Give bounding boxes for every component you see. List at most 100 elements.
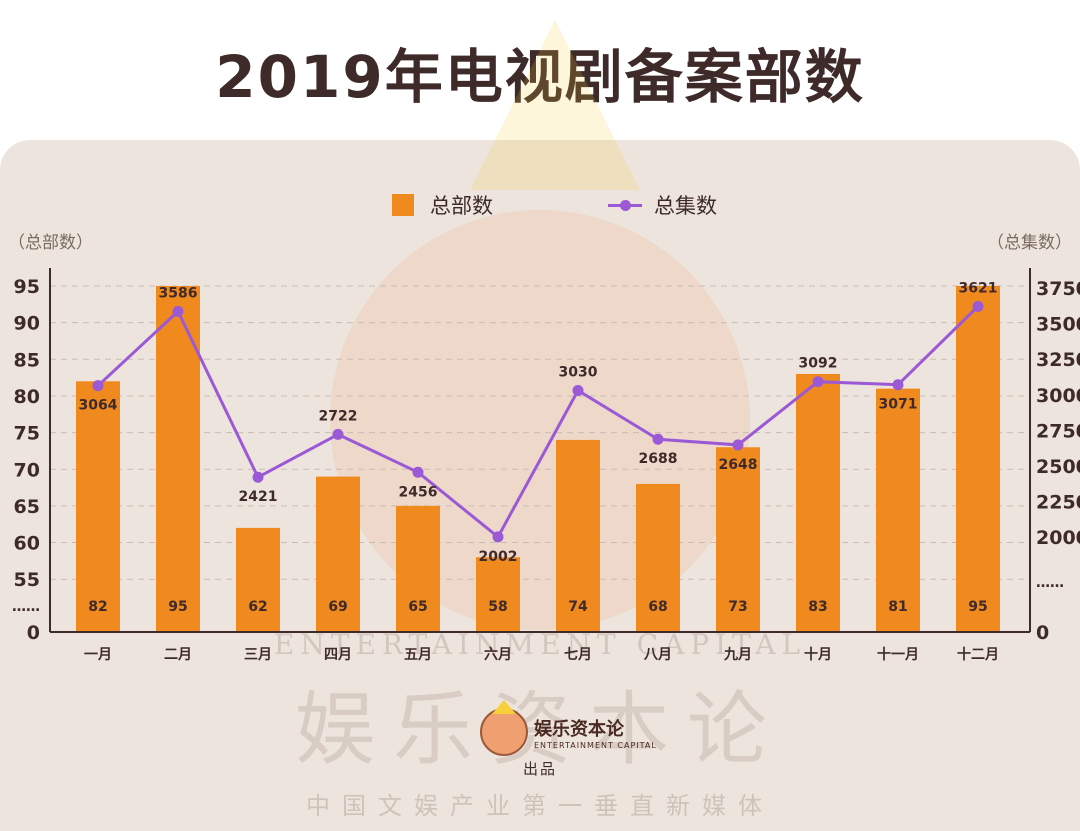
x-tick-label: 十一月	[877, 646, 919, 663]
x-tick-label: 二月	[164, 647, 192, 663]
line-point	[172, 305, 184, 317]
bar	[716, 447, 760, 632]
brand-name: 娱乐资本论	[534, 718, 624, 740]
left-tick-label: 70	[14, 459, 40, 481]
legend-item-bars: 总部数	[392, 190, 493, 220]
slogan-watermark: 中国文娱产业第一垂直新媒体	[306, 792, 774, 820]
legend-bar-swatch	[392, 194, 414, 216]
bar-value-label: 95	[968, 599, 987, 615]
line-value-label: 2002	[479, 549, 518, 565]
bar-value-label: 81	[888, 599, 907, 615]
right-tick-label: ……	[1036, 575, 1064, 591]
x-tick-label: 十月	[804, 646, 832, 663]
line-value-label: 2421	[239, 489, 278, 505]
bar	[396, 505, 440, 632]
line-point	[92, 380, 104, 392]
x-tick-label: 十二月	[957, 646, 999, 663]
line-value-label: 2456	[399, 484, 438, 500]
line-point	[892, 379, 904, 391]
x-tick-label: 六月	[484, 646, 512, 663]
x-tick-label: 七月	[564, 647, 592, 663]
legend-line-label: 总集数	[654, 194, 717, 218]
line-value-label: 3621	[959, 280, 998, 296]
x-tick-label: 三月	[244, 647, 272, 663]
mascot-crown-watermark	[470, 20, 640, 190]
bar	[156, 286, 200, 632]
line-point	[972, 300, 984, 312]
brand-mascot-icon	[480, 700, 528, 756]
bar-value-label: 68	[648, 599, 667, 615]
right-tick-label: 3250	[1036, 349, 1080, 371]
x-tick-label: 八月	[643, 647, 672, 663]
bar	[876, 388, 920, 632]
bar	[956, 286, 1000, 632]
right-axis-title: （总集数）	[987, 233, 1072, 253]
x-tick-label: 一月	[84, 647, 112, 663]
x-tick-label: 九月	[723, 647, 752, 663]
left-tick-label: 90	[14, 313, 40, 335]
bar	[796, 373, 840, 632]
chart-title: 2019年电视剧备案部数	[215, 43, 865, 111]
brand-logo-block: 娱乐资本论 ENTERTAINMENT CAPITAL	[480, 700, 657, 756]
axes: 0 …… 55 60 65 70 75 80 85 90 95 0 …… 2000 2250 2500 2750…	[12, 268, 1080, 663]
line-value-label: 3071	[879, 397, 918, 413]
left-tick-label: 80	[14, 386, 40, 408]
left-axis-title: （总部数）	[8, 233, 93, 253]
line-point	[572, 385, 584, 397]
bar	[556, 439, 600, 632]
bar-value-label: 95	[168, 599, 187, 615]
right-tick-label: 2250	[1036, 492, 1080, 514]
left-tick-label: ……	[12, 599, 40, 615]
bar-value-label: 73	[728, 599, 747, 615]
right-tick-label: 3500	[1036, 314, 1080, 336]
x-tick-label: 四月	[324, 647, 352, 663]
left-tick-label: 0	[27, 622, 40, 644]
left-tick-label: 75	[14, 423, 40, 445]
grid-lines	[50, 285, 1030, 580]
legend-bar-label: 总部数	[430, 194, 493, 218]
line-value-label: 2722	[319, 408, 358, 424]
right-tick-label: 3750	[1036, 278, 1080, 300]
left-tick-label: 85	[14, 349, 40, 371]
brand-produced-by: 出品	[522, 760, 557, 778]
line-series: 3064 3586 2421 2722 2456 2002 3030 2688 2648 3092…	[79, 280, 998, 565]
line-path	[96, 305, 980, 540]
line-value-label: 3064	[79, 398, 118, 414]
line-point	[332, 428, 344, 440]
right-tick-label: 2000	[1036, 527, 1080, 549]
right-tick-label: 2750	[1036, 420, 1080, 442]
bar-series: 82 95 62 69 65 58 74 68 73 83 81 95	[76, 286, 1000, 632]
line-point	[812, 376, 824, 388]
bar-value-label: 58	[488, 599, 507, 615]
brand-text: 娱乐资本论 ENTERTAINMENT CAPITAL	[534, 715, 657, 750]
bar-value-label: 69	[328, 599, 347, 615]
legend-line-swatch	[608, 199, 642, 211]
bar-value-label: 82	[88, 599, 107, 615]
left-tick-label: 60	[14, 533, 40, 555]
line-point	[252, 471, 264, 483]
line-value-label: 3586	[159, 285, 198, 301]
watermark-english: ENTERTAINMENT CAPITAL	[273, 628, 807, 661]
bar-value-label: 74	[568, 599, 588, 615]
left-tick-label: 95	[14, 276, 40, 298]
bar	[636, 483, 680, 632]
brand-english: ENTERTAINMENT CAPITAL	[534, 740, 657, 750]
bar	[236, 527, 280, 632]
line-value-label: 3030	[559, 365, 598, 381]
bar	[476, 557, 520, 632]
line-point	[412, 466, 424, 478]
line-point	[652, 433, 664, 445]
bar	[316, 476, 360, 632]
right-tick-label: 0	[1036, 622, 1049, 644]
x-tick-label: 五月	[404, 647, 432, 663]
line-point	[732, 439, 744, 451]
legend-item-line: 总集数	[608, 190, 717, 220]
right-tick-label: 2500	[1036, 456, 1080, 478]
bar	[76, 381, 120, 632]
left-tick-label: 55	[14, 569, 40, 591]
line-value-label: 2688	[639, 451, 678, 467]
line-value-label: 3092	[799, 356, 838, 372]
bar-value-label: 65	[408, 599, 427, 615]
line-value-label: 2648	[719, 457, 758, 473]
bar-value-label: 62	[248, 599, 267, 615]
